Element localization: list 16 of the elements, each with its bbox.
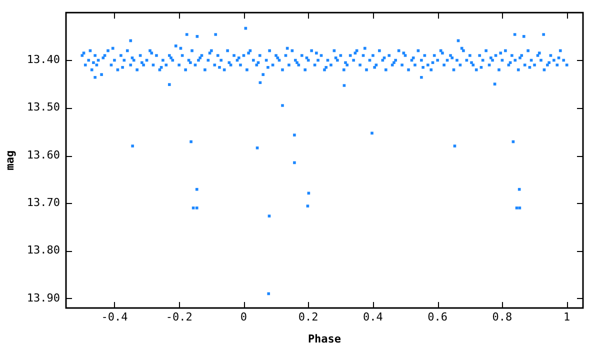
y-tick-label: 13.70 bbox=[26, 196, 60, 210]
x-tick-label: 0 bbox=[240, 310, 248, 324]
x-tick-label: 0.6 bbox=[428, 310, 448, 324]
x-axis-title: Phase bbox=[308, 332, 342, 346]
y-tick-label: 13.90 bbox=[26, 291, 60, 304]
x-tick-label: -0.4 bbox=[101, 310, 128, 324]
x-tick-label: 0.8 bbox=[492, 310, 512, 324]
x-tick-label: 0.2 bbox=[298, 310, 318, 324]
x-tick-label: -0.2 bbox=[166, 310, 192, 324]
x-tick-label: 1 bbox=[564, 310, 570, 324]
y-tick-label: 13.60 bbox=[26, 148, 60, 162]
y-tick-label: 13.40 bbox=[26, 53, 60, 66]
y-axis-title: mag bbox=[3, 150, 16, 170]
y-tick-label: 13.80 bbox=[26, 244, 60, 257]
y-tick-label: 13.50 bbox=[26, 100, 60, 114]
x-tick-label: 0.4 bbox=[363, 310, 384, 324]
